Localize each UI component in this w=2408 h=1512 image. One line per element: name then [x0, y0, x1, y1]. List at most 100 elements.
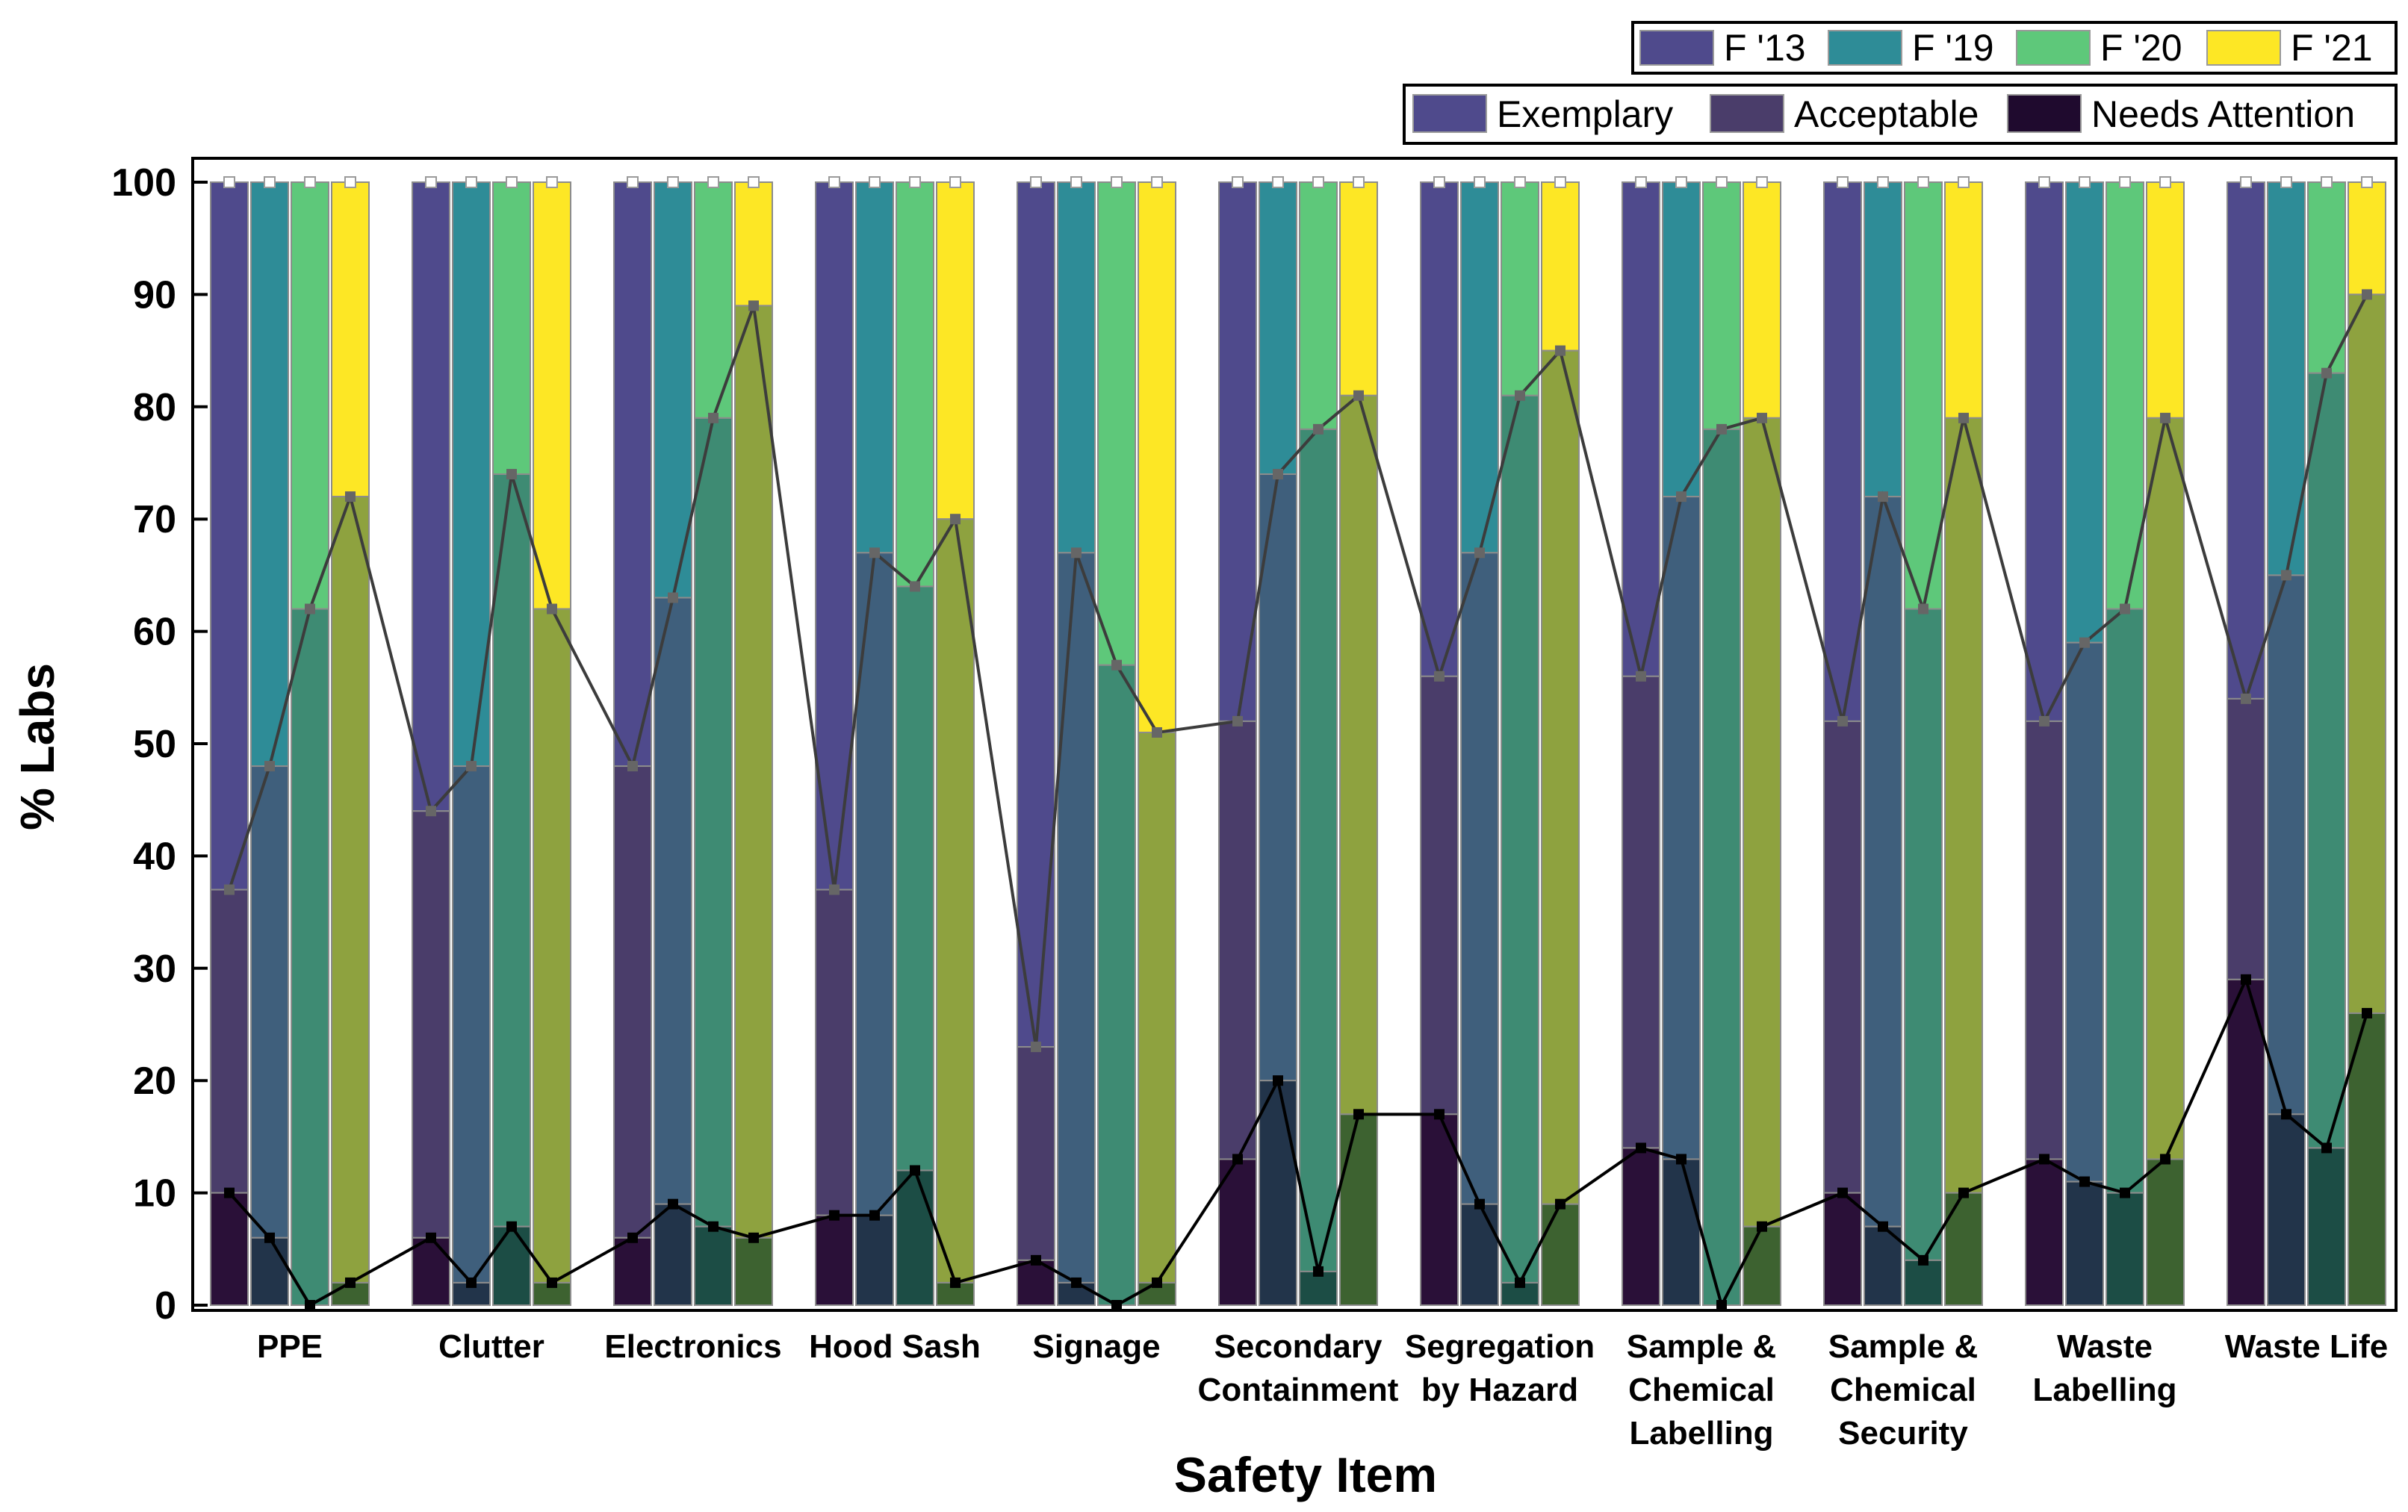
bar-clutter-f-21-acceptable [533, 608, 571, 1284]
marker-needs-attention-38 [2120, 1187, 2130, 1198]
marker-total-10-3 [2361, 176, 2373, 188]
marker-total-3-1 [869, 176, 881, 188]
bar-sample-chemical-labelling-f-13-needs-attention [1622, 1147, 1660, 1306]
bar-electronics-f-19-acceptable [654, 597, 692, 1205]
marker-acceptable-35 [1958, 412, 1969, 423]
marker-needs-attention-13 [869, 1210, 880, 1221]
marker-total-8-3 [1958, 176, 1970, 188]
bar-clutter-f-20-exemplary [492, 181, 531, 476]
bar-hood-sash-f-20-exemplary [896, 181, 934, 588]
marker-total-10-1 [2280, 176, 2292, 188]
marker-needs-attention-16 [1031, 1254, 1041, 1266]
marker-needs-attention-15 [950, 1277, 961, 1288]
bar-segregation-by-hazard-f-21-acceptable [1541, 349, 1580, 1205]
marker-needs-attention-10 [708, 1221, 719, 1232]
marker-total-2-3 [748, 176, 760, 188]
marker-acceptable-0 [224, 884, 235, 895]
marker-acceptable-30 [1716, 423, 1727, 435]
marker-total-2-1 [667, 176, 679, 188]
bar-sample-chemical-security-f-20-exemplary [1904, 181, 1943, 610]
marker-total-1-0 [425, 176, 437, 188]
bar-hood-sash-f-19-exemplary [855, 181, 894, 554]
x-tick-label-sample-chemical-labelling: Sample & Chemical Labelling [1627, 1328, 1777, 1452]
marker-acceptable-11 [748, 300, 759, 311]
bar-signage-f-21-exemplary [1138, 181, 1176, 733]
bar-electronics-f-21-exemplary [734, 181, 773, 307]
bar-electronics-f-20-acceptable [694, 417, 733, 1228]
bar-sample-chemical-labelling-f-20-exemplary [1702, 181, 1741, 430]
marker-needs-attention-21 [1273, 1075, 1283, 1086]
trend-line-needs-attention [228, 975, 2368, 1310]
y-tick-label-10: 10 [133, 1172, 176, 1216]
x-tick-label-line: Labelling [1629, 1415, 1773, 1452]
marker-total-6-1 [1474, 176, 1486, 188]
marker-acceptable-33 [1878, 491, 1888, 503]
marker-needs-attention-5 [466, 1277, 477, 1288]
marker-needs-attention-33 [1878, 1221, 1888, 1232]
legend-swatch-exemplary [1412, 94, 1487, 133]
marker-needs-attention-11 [748, 1232, 759, 1243]
marker-acceptable-42 [2321, 367, 2332, 379]
x-tick-label-line: Containment [1198, 1372, 1399, 1408]
marker-total-10-0 [2240, 176, 2252, 188]
marker-acceptable-15 [950, 514, 961, 525]
marker-acceptable-21 [1273, 469, 1283, 480]
marker-acceptable-26 [1515, 390, 1525, 401]
axes-layer: 0 10 20 30 40 50 60 70 80 90 100 PPE Clutter Electron… [111, 161, 2388, 1452]
bar-clutter-f-20-needs-attention [492, 1225, 531, 1306]
marker-total-9-2 [2119, 176, 2131, 188]
legend-label-f-13: F '13 [1724, 27, 1806, 69]
x-tick-label-line: Sample & [1828, 1328, 1979, 1365]
bar-sample-chemical-labelling-f-13-exemplary [1622, 181, 1660, 677]
marker-needs-attention-3 [345, 1277, 356, 1288]
marker-acceptable-9 [668, 592, 678, 603]
x-tick-label-line: Signage [1032, 1328, 1160, 1365]
bar-ppe-f-21-acceptable [331, 496, 370, 1284]
bar-waste-life-f-21-needs-attention [2348, 1012, 2386, 1306]
y-axis-label: % Labs [10, 663, 64, 830]
bar-ppe-f-20-acceptable [291, 608, 329, 1306]
marker-acceptable-25 [1474, 547, 1485, 559]
bar-secondary-containment-f-19-acceptable [1259, 473, 1297, 1082]
x-tick-label-sample-chemical-security: Sample & Chemical Security [1828, 1328, 1979, 1452]
bar-waste-labelling-f-20-acceptable [2106, 608, 2144, 1194]
marker-acceptable-10 [708, 412, 719, 423]
bar-waste-labelling-f-20-needs-attention [2106, 1192, 2144, 1306]
marker-total-7-3 [1756, 176, 1768, 188]
bar-hood-sash-f-13-acceptable [815, 889, 854, 1216]
bar-sample-chemical-labelling-f-13-acceptable [1622, 675, 1660, 1149]
bar-waste-labelling-f-19-acceptable [2065, 641, 2104, 1183]
bar-signage-f-13-acceptable [1017, 1046, 1055, 1261]
x-tick-label-line: PPE [257, 1328, 323, 1365]
bars-layer [210, 181, 2386, 1307]
marker-needs-attention-1 [264, 1232, 275, 1243]
bar-electronics-f-20-needs-attention [694, 1225, 733, 1306]
x-tick-label-line: by Hazard [1421, 1372, 1578, 1408]
bar-secondary-containment-f-20-needs-attention [1299, 1270, 1338, 1307]
bar-ppe-f-13-needs-attention [210, 1192, 249, 1306]
bar-segregation-by-hazard-f-19-needs-attention [1460, 1203, 1499, 1307]
x-tick-label-line: Chemical [1628, 1372, 1775, 1408]
bar-electronics-f-19-needs-attention [654, 1203, 692, 1307]
bar-sample-chemical-labelling-f-20-acceptable [1702, 428, 1741, 1306]
bar-waste-life-f-13-needs-attention [2227, 978, 2265, 1306]
bar-signage-f-21-acceptable [1138, 731, 1176, 1284]
y-tick-label-80: 80 [133, 386, 176, 429]
x-tick-label-signage: Signage [1032, 1328, 1160, 1365]
bar-ppe-f-19-exemplary [250, 181, 289, 768]
marker-acceptable-2 [305, 603, 315, 615]
bar-secondary-containment-f-20-exemplary [1299, 181, 1338, 430]
marker-total-9-1 [2079, 176, 2091, 188]
marker-needs-attention-42 [2321, 1142, 2332, 1154]
marker-needs-attention-23 [1353, 1109, 1364, 1120]
marker-acceptable-14 [910, 581, 920, 592]
bar-waste-labelling-f-13-needs-attention [2025, 1158, 2064, 1306]
bar-waste-labelling-f-19-exemplary [2065, 181, 2104, 644]
marker-needs-attention-0 [224, 1187, 235, 1198]
marker-total-0-1 [264, 176, 276, 188]
bar-sample-chemical-labelling-f-21-exemplary [1743, 181, 1781, 419]
bar-ppe-f-13-exemplary [210, 181, 249, 891]
marker-needs-attention-14 [910, 1165, 920, 1176]
marker-needs-attention-29 [1676, 1154, 1686, 1165]
marker-acceptable-27 [1555, 345, 1565, 356]
